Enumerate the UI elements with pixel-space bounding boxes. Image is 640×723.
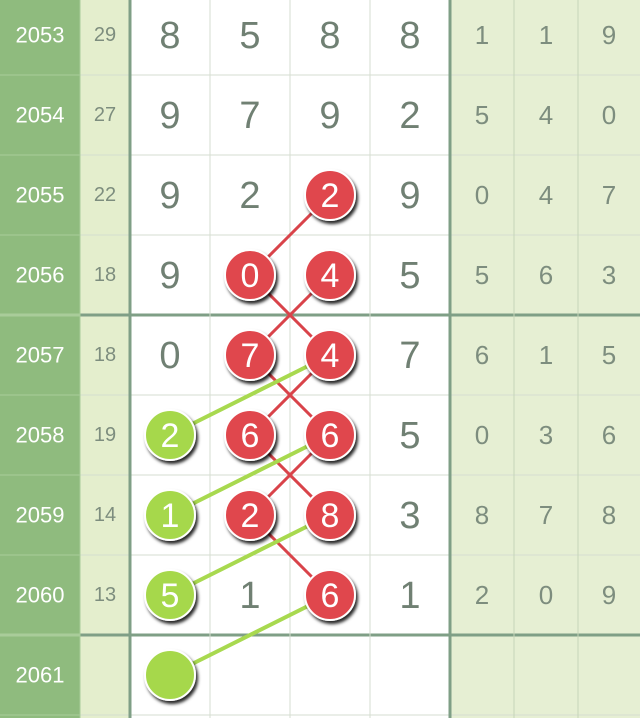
sum-column (80, 0, 130, 718)
green-ball (144, 409, 196, 461)
issue-number: 2059 (16, 503, 65, 528)
tail-digit: 0 (539, 580, 553, 610)
main-digit: 5 (399, 415, 420, 457)
main-digit: 4 (321, 337, 340, 375)
main-digit: 2 (239, 175, 260, 217)
issue-number: 2055 (16, 183, 65, 208)
main-digit: 8 (319, 15, 340, 57)
main-digit: 0 (159, 335, 180, 377)
main-digit: 4 (321, 257, 340, 295)
tail-digit: 8 (475, 500, 489, 530)
green-connector (169, 513, 331, 597)
main-digit: 2 (399, 95, 420, 137)
main-digit: 7 (399, 335, 420, 377)
sum-value: 14 (94, 504, 116, 526)
green-ball (144, 489, 196, 541)
main-digit: 9 (399, 175, 420, 217)
tail-digit: 6 (539, 260, 553, 290)
main-digit: 5 (399, 255, 420, 297)
tail-digit: 0 (602, 100, 616, 130)
sum-value: 22 (94, 184, 116, 206)
red-ball (304, 169, 356, 221)
main-digit: 5 (239, 15, 260, 57)
tail-digit: 7 (539, 500, 553, 530)
main-digit: 8 (159, 15, 180, 57)
red-ball (224, 249, 276, 301)
tail-digit: 0 (475, 180, 489, 210)
issue-number: 2053 (16, 23, 65, 48)
sum-value: 19 (94, 424, 116, 446)
red-ball (224, 489, 276, 541)
green-connector (169, 433, 331, 517)
main-digit: 9 (159, 95, 180, 137)
main-digit: 6 (321, 577, 340, 615)
main-digit: 3 (399, 495, 420, 537)
tail-digit: 7 (602, 180, 616, 210)
tail-digit: 5 (475, 100, 489, 130)
sum-value: 27 (94, 104, 116, 126)
sum-value: 13 (94, 584, 116, 606)
tail-digit: 4 (539, 100, 553, 130)
main-digit: 0 (241, 257, 260, 295)
red-ball (304, 569, 356, 621)
main-digit: 6 (321, 417, 340, 455)
tail-digit: 9 (602, 580, 616, 610)
issue-number: 2058 (16, 423, 65, 448)
green-ball (144, 569, 196, 621)
main-digit: 8 (399, 15, 420, 57)
main-digit: 7 (241, 337, 260, 375)
red-ball (304, 409, 356, 461)
tail-digit: 0 (475, 420, 489, 450)
tail-digit: 5 (602, 340, 616, 370)
tail-digit: 1 (539, 20, 553, 50)
main-digit: 2 (161, 417, 180, 455)
sum-value: 18 (94, 344, 116, 366)
issue-column (0, 0, 80, 718)
red-ball (224, 329, 276, 381)
issue-number: 2056 (16, 263, 65, 288)
issue-number: 2061 (16, 663, 65, 688)
red-ball (224, 409, 276, 461)
tail-digit: 3 (602, 260, 616, 290)
issue-number: 2054 (16, 103, 65, 128)
red-ball (304, 249, 356, 301)
tail-area (450, 0, 640, 718)
tail-digit: 8 (602, 500, 616, 530)
main-digit: 6 (241, 417, 260, 455)
main-digit: 8 (321, 497, 340, 535)
issue-number: 2060 (16, 583, 65, 608)
main-digit: 5 (161, 577, 180, 615)
main-digit: 2 (321, 177, 340, 215)
main-digit: 9 (319, 95, 340, 137)
tail-digit: 6 (475, 340, 489, 370)
main-digit: 1 (399, 575, 420, 617)
issue-number: 2057 (16, 343, 65, 368)
main-digit: 7 (239, 95, 260, 137)
red-ball (304, 329, 356, 381)
tail-digit: 1 (475, 20, 489, 50)
main-digit: 9 (159, 175, 180, 217)
red-ball (304, 489, 356, 541)
tail-digit: 5 (475, 260, 489, 290)
tail-digit: 3 (539, 420, 553, 450)
tail-digit: 2 (475, 580, 489, 610)
green-connector (169, 593, 331, 677)
sum-value: 18 (94, 264, 116, 286)
tail-digit: 4 (539, 180, 553, 210)
main-digit: 2 (241, 497, 260, 535)
green-ball (144, 649, 196, 701)
main-digit: 1 (239, 575, 260, 617)
tail-digit: 6 (602, 420, 616, 450)
tail-digit: 1 (539, 340, 553, 370)
green-connector (169, 353, 331, 437)
tail-digit: 9 (602, 20, 616, 50)
main-digit: 1 (161, 497, 180, 535)
main-digit: 9 (159, 255, 180, 297)
sum-value: 29 (94, 24, 116, 46)
